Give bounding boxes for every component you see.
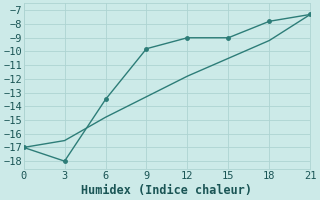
X-axis label: Humidex (Indice chaleur): Humidex (Indice chaleur) bbox=[82, 184, 252, 197]
